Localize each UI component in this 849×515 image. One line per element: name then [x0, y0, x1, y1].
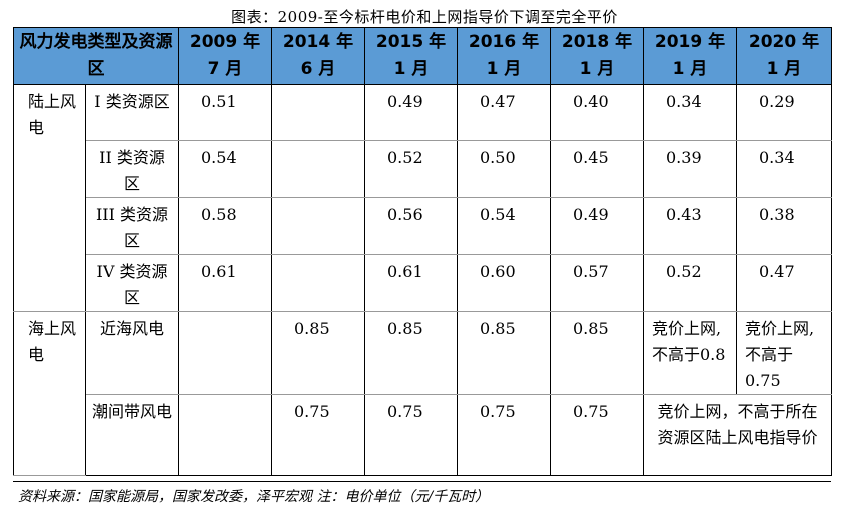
value-cell: 0.49: [550, 197, 644, 255]
header-period: 2016 年 1 月: [457, 27, 551, 85]
value-cell: 0.51: [178, 84, 272, 141]
value-cell: 0.54: [178, 140, 272, 198]
table-row: 海上风电 近海风电 0.85 0.85 0.85 0.85 竞价上网,不高于0.…: [13, 311, 832, 476]
value-cell: 0.50: [457, 140, 551, 198]
value-cell: 0.29: [736, 84, 832, 141]
table-title: 图表：2009-至今标杆电价和上网指导价下调至完全平价: [231, 8, 618, 26]
value-cell: [271, 197, 365, 255]
value-cell: 0.75: [271, 394, 365, 476]
header-period: 2018 年 1 月: [550, 27, 644, 85]
header-period: 2009 年 7 月: [178, 27, 272, 85]
header-period: 2020 年 1 月: [736, 27, 832, 85]
value-cell: 0.85: [271, 311, 365, 395]
header-period: 2015 年 1 月: [364, 27, 458, 85]
value-cell: 0.43: [643, 197, 737, 255]
value-cell: 0.75: [457, 394, 551, 476]
subcategory-cell: 潮间带风电: [85, 394, 179, 476]
note-cell: 竞价上网，不高于所在资源区陆上风电指导价: [643, 394, 832, 476]
value-cell: 0.85: [364, 311, 458, 395]
value-cell: 0.61: [364, 254, 458, 312]
table-row: 陆上风电 I 类资源区 0.51 0.49 0.47 0.40 0.34 0.2…: [13, 84, 832, 312]
value-cell: 0.52: [364, 140, 458, 198]
subcategory-cell: II 类资源区: [85, 140, 179, 198]
value-cell: 0.85: [457, 311, 551, 395]
value-cell: 0.34: [736, 140, 832, 198]
value-cell: 0.39: [643, 140, 737, 198]
table-row: IV 类资源区 0.61 0.61 0.60 0.57 0.52 0.47: [14, 254, 832, 312]
value-cell: 0.34: [643, 84, 737, 141]
value-cell: [271, 140, 365, 198]
note-cell: 竞价上网,不高于0.75: [736, 311, 832, 395]
value-cell: 0.45: [550, 140, 644, 198]
value-cell: 0.54: [457, 197, 551, 255]
value-cell: [271, 84, 365, 141]
value-cell: 0.56: [364, 197, 458, 255]
value-cell: 0.58: [178, 197, 272, 255]
value-cell: 0.38: [736, 197, 832, 255]
subcategory-cell: 近海风电: [85, 311, 179, 395]
category-onshore: 陆上风电: [13, 84, 86, 312]
subcategory-cell: IV 类资源区: [85, 254, 179, 312]
value-cell: 0.60: [457, 254, 551, 312]
value-cell: 0.49: [364, 84, 458, 141]
header-period: 2019 年 1 月: [643, 27, 737, 85]
value-cell: 0.75: [364, 394, 458, 476]
tariff-table: 风力发电类型及资源区 2009 年 7 月 2014 年 6 月 2015 年 …: [13, 27, 832, 476]
subcategory-cell: III 类资源区: [85, 197, 179, 255]
value-cell: 0.75: [550, 394, 644, 476]
value-cell: [178, 394, 272, 476]
table-row: III 类资源区 0.58 0.56 0.54 0.49 0.43 0.38: [14, 197, 832, 255]
value-cell: 0.47: [736, 254, 832, 312]
value-cell: 0.52: [643, 254, 737, 312]
header-period: 2014 年 6 月: [271, 27, 365, 85]
value-cell: [178, 311, 272, 395]
category-offshore: 海上风电: [13, 311, 86, 476]
value-cell: 0.40: [550, 84, 644, 141]
table-row: 潮间带风电 0.75 0.75 0.75 0.75 竞价上网，不高于所在资源区陆…: [14, 394, 832, 476]
value-cell: 0.61: [178, 254, 272, 312]
header-row: 风力发电类型及资源区 2009 年 7 月 2014 年 6 月 2015 年 …: [13, 27, 832, 85]
value-cell: 0.85: [550, 311, 644, 395]
value-cell: 0.47: [457, 84, 551, 141]
footer-divider: [13, 481, 831, 482]
header-category: 风力发电类型及资源区: [13, 27, 179, 85]
value-cell: [271, 254, 365, 312]
table-row: II 类资源区 0.54 0.52 0.50 0.45 0.39 0.34: [14, 140, 832, 198]
subcategory-cell: I 类资源区: [85, 84, 179, 141]
value-cell: 0.57: [550, 254, 644, 312]
note-cell: 竞价上网,不高于0.8: [643, 311, 737, 395]
source-note: 资料来源：国家能源局，国家发改委，泽平宏观 注：电价单位（元/千瓦时）: [18, 489, 490, 505]
